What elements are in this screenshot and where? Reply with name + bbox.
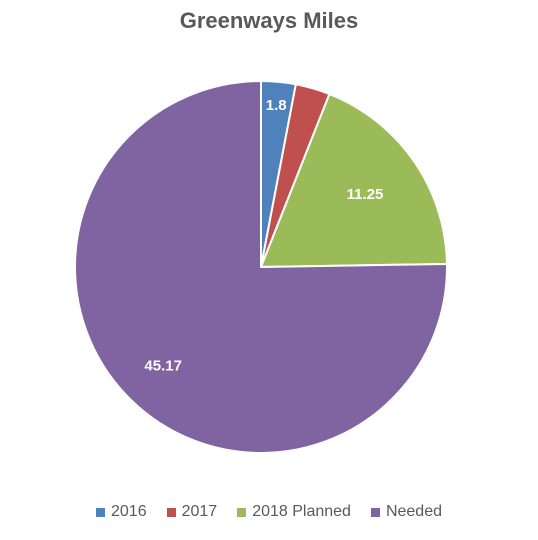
data-label-needed: 45.17 [144, 357, 182, 374]
legend-label-2016: 2016 [111, 503, 147, 520]
pie-data-labels: 1.8 11.25 45.17 [144, 97, 384, 374]
chart-title: Greenways Miles [179, 8, 359, 33]
legend-swatch-2018-planned [237, 507, 247, 517]
pie-slices [74, 79, 448, 454]
legend-item-needed: Needed [370, 503, 442, 521]
legend-swatch-needed [370, 507, 380, 517]
legend-item-2018-planned: 2018 Planned [237, 503, 351, 521]
legend-label-2017: 2017 [181, 503, 218, 520]
data-label-2016: 1.8 [266, 97, 287, 114]
legend-swatch-2017 [166, 507, 176, 517]
legend-item-2017: 2017 [166, 503, 218, 521]
pie-slice-2018-planned [259, 92, 448, 269]
legend-label-2018-planned: 2018 Planned [252, 503, 351, 520]
legend: 2016 2017 2018 Planned Needed [0, 503, 538, 521]
legend-item-2016: 2016 [96, 503, 147, 521]
legend-label-needed: Needed [385, 503, 442, 520]
legend-swatch-2016 [96, 507, 105, 517]
pie-slice-needed [74, 79, 448, 454]
data-label-2018-planned: 11.25 [347, 186, 384, 203]
